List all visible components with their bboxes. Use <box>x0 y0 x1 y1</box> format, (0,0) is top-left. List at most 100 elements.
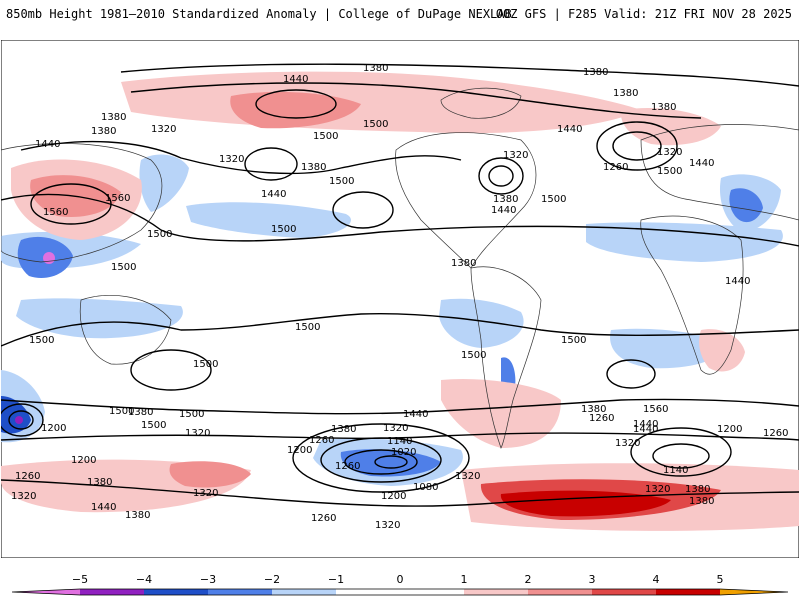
contour-1440-sh <box>1 398 799 415</box>
colorbar-seg-pos2 <box>528 589 592 595</box>
colorbar-seg-neg3 <box>144 589 208 595</box>
contour-label: 1500 <box>313 131 338 142</box>
contour-label: 1440 <box>633 424 658 435</box>
colorbar-seg-neg2 <box>208 589 272 595</box>
contour-label: 1320 <box>615 438 640 449</box>
contour-label: 1380 <box>451 258 476 269</box>
colorbar-seg-pos5 <box>720 589 788 595</box>
contour-1440-north <box>130 82 702 119</box>
contour-label: 1320 <box>11 491 36 502</box>
negative-anomaly-shading <box>1 154 783 486</box>
positive-anomaly-shading <box>1 71 799 531</box>
contour-label: 1200 <box>381 491 406 502</box>
contour-1200-south-atlantic-low <box>630 427 732 477</box>
colorbar-seg-neg5 <box>12 589 80 595</box>
contour-label: 1320 <box>645 484 670 495</box>
contour-1320-canada-low <box>488 165 514 187</box>
contour-indian-low-outer <box>1 403 44 437</box>
contour-1020-southern-low <box>374 455 408 469</box>
contour-label: 1440 <box>557 124 582 135</box>
contour-1560-asia-high <box>30 183 112 225</box>
coast-south-america <box>470 266 542 449</box>
contour-label: 1320 <box>383 423 408 434</box>
height-contours <box>1 63 799 507</box>
colorbar-tick: 2 <box>525 573 532 586</box>
contour-1380-arctic <box>120 63 799 87</box>
shade-neg1-central-pacific <box>186 202 351 238</box>
colorbar: −5 −4 −3 −2 −1 0 1 2 3 4 5 <box>0 570 800 600</box>
colorbar-seg-zero <box>336 589 464 595</box>
contour-label: 1320 <box>657 147 682 158</box>
contour-label: 1500 <box>111 262 136 273</box>
colorbar-tick: −1 <box>328 573 344 586</box>
colorbar-tick: 0 <box>397 573 404 586</box>
contour-label: 1380 <box>493 194 518 205</box>
colorbar-tick: 5 <box>717 573 724 586</box>
contour-1500-sh <box>1 313 799 347</box>
shade-neg1-south-america-west <box>439 298 524 348</box>
contour-label: 1500 <box>193 359 218 370</box>
contour-label: 1500 <box>657 166 682 177</box>
shade-neg3-indian-low <box>1 396 31 434</box>
colorbar-canvas: −5 −4 −3 −2 −1 0 1 2 3 4 5 <box>11 573 789 596</box>
contour-indian-low-inner <box>8 410 34 430</box>
contour-label: 1260 <box>589 413 614 424</box>
contour-label: 1380 <box>651 102 676 113</box>
map-canvas: 1380 1440 1380 1380 1380 1380 1380 1320 … <box>1 40 799 558</box>
contour-label: 1560 <box>43 207 68 218</box>
contour-label: 1500 <box>295 322 320 333</box>
contour-1560-south-atlantic-high <box>606 359 656 389</box>
shade-neg1-atlantic-africa <box>586 222 783 262</box>
header: 850mb Height 1981–2010 Standardized Anom… <box>0 0 800 30</box>
coast-north-america <box>395 132 537 269</box>
contour-label: 1200 <box>41 423 66 434</box>
contour-1260-sh <box>1 479 799 507</box>
shade-neg1-japan <box>139 154 189 212</box>
contour-label: 1380 <box>125 510 150 521</box>
colorbar-seg-pos3 <box>592 589 656 595</box>
contour-label: 1560 <box>643 404 668 415</box>
contour-label: 1500 <box>329 176 354 187</box>
contour-label: 1260 <box>309 435 334 446</box>
coast-africa <box>640 215 744 375</box>
contour-labels: 1380 1440 1380 1380 1380 1380 1380 1320 … <box>11 63 788 531</box>
colorbar-ticks: −5 −4 −3 −2 −1 0 1 2 3 4 5 <box>72 573 724 586</box>
contour-label: 1440 <box>491 205 516 216</box>
contour-label: 1380 <box>128 407 153 418</box>
shade-neg4-indian-core <box>15 416 23 424</box>
colorbar-tick: 1 <box>461 573 468 586</box>
colorbar-tick: −5 <box>72 573 88 586</box>
contour-label: 1320 <box>219 154 244 165</box>
contour-label: 1380 <box>301 162 326 173</box>
contour-label: 1440 <box>261 189 286 200</box>
contour-1320-atlantic-low <box>596 121 678 171</box>
contour-label: 1440 <box>283 74 308 85</box>
contour-label: 1080 <box>413 482 438 493</box>
contour-label: 1140 <box>663 465 688 476</box>
colorbar-tick: −4 <box>136 573 152 586</box>
coast-europe <box>640 124 799 221</box>
contour-1260-atlantic-low <box>612 131 662 161</box>
colorbar-seg-neg1 <box>272 589 336 595</box>
colorbar-tick: 4 <box>653 573 660 586</box>
contour-label: 1440 <box>689 158 714 169</box>
contour-label: 1500 <box>141 420 166 431</box>
shade-pos2-south-pacific <box>169 461 251 488</box>
shade-pos2-aleutian <box>230 91 361 129</box>
contour-label: 1500 <box>29 335 54 346</box>
contour-label: 1260 <box>311 513 336 524</box>
contour-1500-aleutian-high <box>255 89 337 119</box>
contour-label: 1200 <box>287 445 312 456</box>
shade-pos1-argentina <box>441 378 561 448</box>
colorbar-tick: −2 <box>264 573 280 586</box>
contour-label: 1380 <box>689 496 714 507</box>
anomaly-map: 1380 1440 1380 1380 1380 1380 1380 1320 … <box>1 40 799 558</box>
contour-label: 1320 <box>193 488 218 499</box>
contour-label: 1380 <box>583 67 608 78</box>
contour-label: 1380 <box>363 63 388 74</box>
contour-label: 1500 <box>461 350 486 361</box>
contour-label: 1500 <box>541 194 566 205</box>
contour-label: 1020 <box>391 447 416 458</box>
contour-1500-nh <box>20 140 462 175</box>
contour-1380-canada-low <box>478 157 524 195</box>
